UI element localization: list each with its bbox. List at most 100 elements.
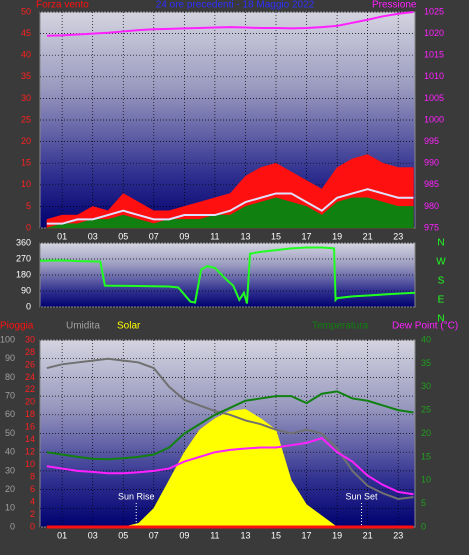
series-label: Umidita: [66, 321, 100, 332]
y-tick-label: 0: [26, 301, 31, 311]
y-tick-label: 10: [21, 179, 31, 189]
y-tick-label: 1020: [424, 28, 444, 38]
y-tick-label: 24: [25, 372, 35, 382]
compass-label: N: [437, 238, 444, 249]
y-tick-label: 30: [421, 381, 431, 391]
x-tick-label: 05: [118, 530, 128, 540]
y-tick-label: 25: [21, 114, 31, 124]
y-tick-label: 20: [5, 484, 15, 494]
x-tick-label: 03: [88, 530, 98, 540]
y-tick-label: 30: [21, 93, 31, 103]
compass-label: E: [438, 295, 445, 306]
y-tick-label: 70: [5, 390, 15, 400]
series-label: Pioggia: [0, 321, 34, 332]
x-tick-label: 03: [88, 231, 98, 241]
y-tick-label: 990: [424, 158, 439, 168]
x-tick-label: 21: [363, 530, 373, 540]
y-tick-label: 5: [26, 201, 31, 211]
y-tick-label: 18: [25, 409, 35, 419]
x-tick-label: 01: [57, 231, 67, 241]
x-tick-label: 23: [393, 530, 403, 540]
annotation: Sun Set: [346, 491, 379, 501]
y-tick-label: 45: [21, 28, 31, 38]
y-tick-label: 975: [424, 222, 439, 232]
y-tick-label: 20: [21, 136, 31, 146]
y-tick-label: 5: [421, 498, 426, 508]
y-tick-label: 985: [424, 179, 439, 189]
x-tick-label: 23: [393, 231, 403, 241]
y-tick-label: 60: [5, 409, 15, 419]
compass-label: W: [436, 257, 446, 268]
y-tick-label: 50: [21, 6, 31, 16]
y-tick-label: 980: [424, 201, 439, 211]
series-line: [46, 357, 414, 500]
y-tick-label: 4: [30, 496, 35, 506]
x-tick-label: 07: [149, 231, 159, 241]
y-tick-label: 1010: [424, 71, 444, 81]
y-tick-label: 2: [30, 509, 35, 519]
y-tick-label: 10: [421, 475, 431, 485]
y-tick-label: 50: [5, 428, 15, 438]
series-label: Temperatura: [312, 321, 369, 332]
y-tick-label: 0: [10, 521, 15, 531]
annotation: Sun Rise: [118, 491, 155, 501]
x-tick-label: 19: [332, 530, 342, 540]
y-tick-label: 40: [21, 50, 31, 60]
compass-label: S: [438, 276, 445, 287]
x-tick-label: 09: [179, 231, 189, 241]
x-tick-label: 11: [210, 231, 219, 241]
x-tick-label: 07: [149, 530, 159, 540]
y-tick-label: 35: [21, 71, 31, 81]
x-tick-label: 17: [302, 530, 312, 540]
y-tick-label: 6: [30, 484, 35, 494]
y-tick-label: 0: [26, 222, 31, 232]
y-tick-label: 100: [0, 334, 15, 344]
x-tick-label: 01: [57, 530, 67, 540]
series-line: [39, 246, 416, 304]
y-tick-label: 40: [5, 447, 15, 457]
x-tick-label: 19: [332, 231, 342, 241]
x-tick-label: 13: [240, 231, 250, 241]
y-tick-label: 12: [25, 447, 35, 457]
series-line: [46, 390, 414, 461]
chart-title: 24 ore precedenti - 18 Maggio 2022: [156, 0, 315, 11]
y-tick-label: 995: [424, 136, 439, 146]
y-tick-label: 22: [25, 384, 35, 394]
x-tick-label: 13: [240, 530, 250, 540]
series-area: [46, 197, 414, 229]
y-tick-label: 10: [25, 459, 35, 469]
series-label: Forza vento: [36, 0, 89, 11]
y-tick-label: 15: [21, 158, 31, 168]
y-tick-label: 30: [25, 334, 35, 344]
y-tick-label: 1005: [424, 93, 444, 103]
y-tick-label: 1000: [424, 114, 444, 124]
y-tick-label: 40: [421, 334, 431, 344]
y-tick-label: 0: [421, 521, 426, 531]
x-tick-label: 05: [118, 231, 128, 241]
y-tick-label: 8: [30, 472, 35, 482]
y-tick-label: 25: [421, 405, 431, 415]
y-tick-label: 28: [25, 347, 35, 357]
x-tick-label: 21: [363, 231, 373, 241]
y-tick-label: 0: [30, 521, 35, 531]
y-tick-label: 30: [5, 465, 15, 475]
x-tick-label: 09: [179, 530, 189, 540]
y-tick-label: 16: [25, 422, 35, 432]
x-tick-label: 11: [210, 530, 219, 540]
x-tick-label: 15: [271, 231, 281, 241]
y-tick-label: 10: [5, 503, 15, 513]
y-tick-label: 26: [25, 359, 35, 369]
y-tick-label: 360: [16, 237, 31, 247]
y-tick-label: 180: [16, 269, 31, 279]
compass-label: N: [437, 314, 444, 325]
y-tick-label: 1025: [424, 6, 444, 16]
y-tick-label: 1015: [424, 50, 444, 60]
y-tick-label: 35: [421, 358, 431, 368]
series-line: [46, 11, 414, 37]
series-label: Solar: [117, 321, 141, 332]
y-tick-label: 90: [5, 353, 15, 363]
series-line: [46, 437, 414, 496]
y-tick-label: 90: [21, 285, 31, 295]
